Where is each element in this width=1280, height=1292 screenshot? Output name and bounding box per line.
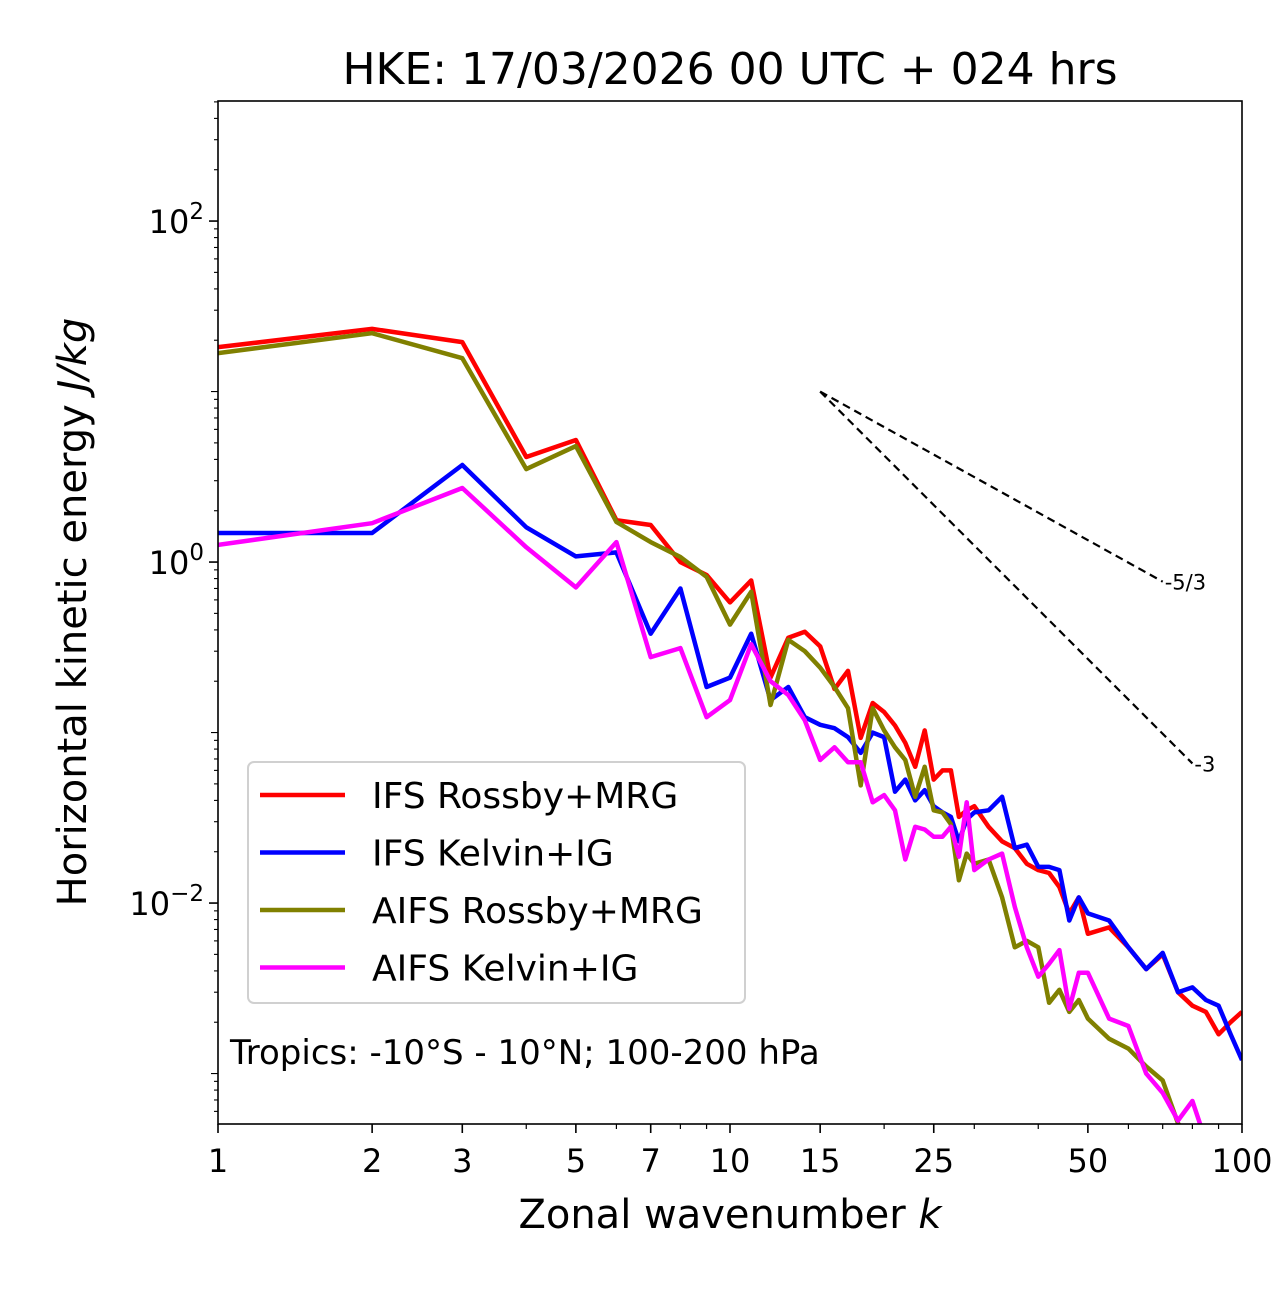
legend-items: IFS Rossby+MRG IFS Kelvin+IG AIFS Rossby+M… [260, 776, 703, 990]
y-axis-label-text: Horizontal kinetic energy [50, 404, 96, 906]
legend-label: AIFS Rossby+MRG [372, 891, 703, 932]
y-tick-base: 10 [149, 544, 190, 582]
reference-line-slope [819, 390, 1164, 583]
x-tick-label: 2 [362, 1142, 382, 1180]
legend: IFS Rossby+MRG IFS Kelvin+IG AIFS Rossby+M… [247, 761, 746, 1004]
x-tick-label: 100 [1211, 1142, 1272, 1180]
series-line-aifs-kelvin-ig [218, 485, 1203, 1124]
y-tick-base: 10 [149, 203, 190, 241]
reference-line-label: -3 [1194, 752, 1215, 776]
x-tick-label: 3 [452, 1142, 472, 1180]
y-tick-label: 10−2 [129, 881, 204, 923]
legend-label: AIFS Kelvin+IG [372, 949, 638, 990]
series-line-aifs-rossby-mrg [218, 330, 1182, 1124]
y-tick-label: 102 [149, 199, 204, 241]
x-axis-label-text: Zonal wavenumber [518, 1192, 906, 1238]
reference-line-label: -5/3 [1165, 571, 1206, 595]
legend-label: IFS Kelvin+IG [372, 834, 614, 875]
plot-frame [217, 100, 1243, 1125]
x-tick-label: 25 [913, 1142, 954, 1180]
reference-line-slope [819, 390, 1194, 765]
x-tick-label: 10 [710, 1142, 751, 1180]
y-tick-exponent: 2 [189, 199, 204, 225]
legend-box [247, 761, 746, 1004]
region-annotation: Tropics: -10°S - 10°N; 100-200 hPa [229, 1033, 820, 1073]
y-axis-label-unit: J/kg [50, 318, 96, 399]
y-tick-exponent: −2 [170, 881, 204, 907]
x-tick-label: 5 [566, 1142, 586, 1180]
x-axis-label: Zonal wavenumber k [518, 1192, 943, 1238]
x-axis-label-var: k [918, 1192, 943, 1238]
y-tick-label: 100 [149, 540, 204, 582]
legend-label: IFS Rossby+MRG [372, 776, 678, 817]
y-tick-exponent: 0 [189, 540, 204, 566]
y-tick-base: 10 [129, 885, 170, 923]
x-tick-label: 1 [208, 1142, 228, 1180]
x-tick-label: 50 [1068, 1142, 1109, 1180]
series-lines [218, 326, 1242, 1124]
y-axis-label: Horizontal kinetic energy J/kg [50, 318, 96, 907]
x-tick-label: 15 [800, 1142, 841, 1180]
reference-slopes: -5/3 -3 [819, 390, 1215, 776]
x-tick-label: 7 [641, 1142, 661, 1180]
chart-title: HKE: 17/03/2026 00 UTC + 024 hrs [342, 44, 1117, 95]
